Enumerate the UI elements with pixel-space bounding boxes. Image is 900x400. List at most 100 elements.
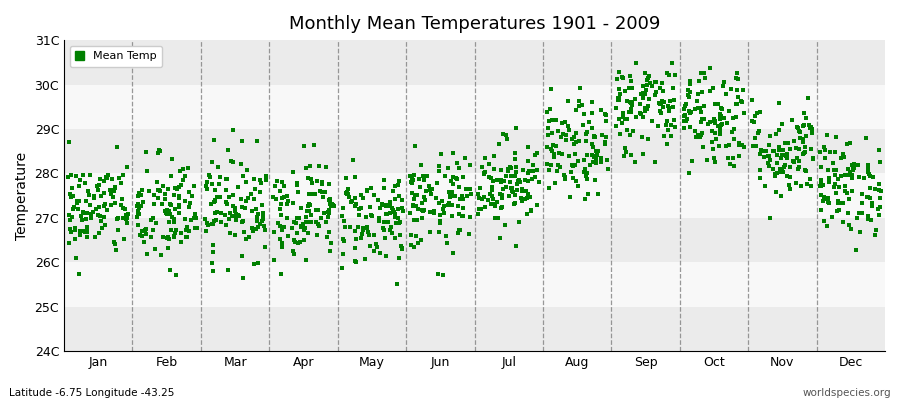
Point [504, 184, 518, 191]
Point [589, 148, 603, 154]
Point [558, 174, 572, 180]
Point [667, 97, 681, 103]
Point [643, 79, 657, 86]
Point [792, 158, 806, 165]
Point [377, 235, 392, 242]
Point [421, 182, 436, 189]
Point [293, 205, 308, 212]
Point [130, 207, 145, 214]
Point [443, 194, 457, 200]
Point [166, 232, 181, 239]
Point [340, 186, 355, 192]
Point [487, 166, 501, 172]
Point [591, 148, 606, 154]
Point [553, 164, 567, 170]
Point [572, 158, 586, 164]
Point [860, 165, 875, 172]
Point [144, 234, 158, 240]
Point [785, 117, 799, 123]
Point [540, 144, 554, 150]
Point [821, 199, 835, 206]
Point [244, 191, 258, 197]
Point [238, 236, 253, 243]
Point [68, 225, 82, 231]
Point [796, 110, 811, 116]
Point [861, 194, 876, 200]
Point [186, 183, 201, 189]
Point [719, 91, 733, 97]
Point [224, 158, 238, 164]
Point [585, 99, 599, 105]
Point [79, 216, 94, 222]
Point [713, 127, 727, 134]
Point [559, 137, 573, 144]
Point [159, 210, 174, 216]
Point [309, 207, 323, 213]
Point [783, 163, 797, 170]
Point [407, 196, 421, 202]
Point [860, 194, 875, 201]
Text: Latitude -6.75 Longitude -43.25: Latitude -6.75 Longitude -43.25 [9, 388, 175, 398]
Point [133, 203, 148, 210]
Point [335, 212, 349, 219]
Point [425, 186, 439, 192]
Point [366, 248, 381, 254]
Point [477, 171, 491, 178]
Point [598, 134, 613, 140]
Point [107, 239, 122, 246]
Point [348, 202, 363, 209]
Point [322, 248, 337, 254]
Point [621, 85, 635, 91]
Point [77, 227, 92, 234]
Point [611, 95, 625, 101]
Point [557, 118, 572, 125]
Point [572, 98, 586, 104]
Point [418, 196, 432, 203]
Point [245, 208, 259, 214]
Point [404, 176, 419, 182]
Point [472, 206, 486, 212]
Point [828, 172, 842, 179]
Point [205, 268, 220, 274]
Point [67, 204, 81, 210]
Point [620, 97, 634, 104]
Point [363, 203, 377, 210]
Point [314, 179, 328, 186]
Point [120, 164, 134, 170]
Bar [64, 307, 885, 351]
Point [665, 104, 680, 110]
Point [407, 172, 421, 179]
Point [813, 149, 827, 155]
Point [491, 215, 505, 222]
Point [351, 224, 365, 230]
Point [97, 213, 112, 220]
Point [845, 162, 859, 168]
Point [482, 160, 496, 167]
Point [662, 126, 676, 133]
Point [714, 121, 728, 128]
Point [446, 250, 460, 256]
Point [151, 187, 166, 193]
Point [292, 240, 306, 246]
Point [464, 213, 478, 220]
Point [728, 75, 742, 81]
Point [301, 175, 315, 181]
Point [730, 100, 744, 107]
Point [567, 162, 581, 168]
Point [561, 123, 575, 129]
Point [404, 242, 419, 248]
Point [817, 154, 832, 161]
Point [690, 105, 705, 111]
Point [846, 161, 860, 168]
Point [691, 132, 706, 138]
Point [547, 153, 562, 160]
Point [495, 204, 509, 210]
Point [588, 134, 602, 140]
Point [202, 172, 216, 178]
Point [219, 176, 233, 183]
Point [791, 164, 806, 171]
Point [150, 195, 165, 202]
Point [529, 202, 544, 208]
Point [269, 196, 284, 202]
Point [167, 185, 182, 192]
